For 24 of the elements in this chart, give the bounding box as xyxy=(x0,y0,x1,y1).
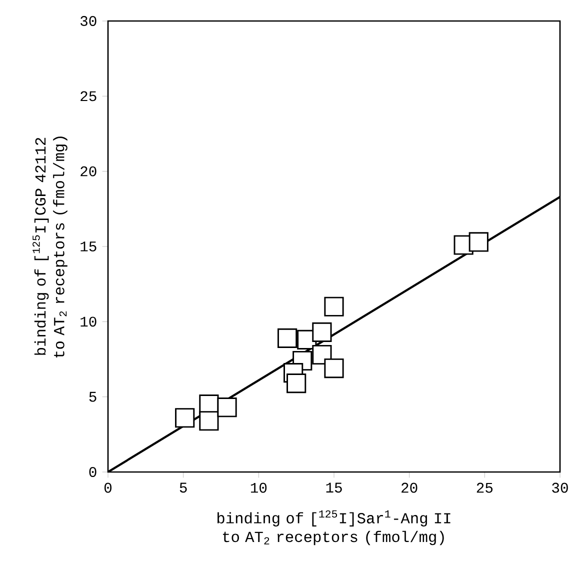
x-tick-label: 25 xyxy=(476,482,492,493)
point xyxy=(277,328,297,348)
x-tick-label: 10 xyxy=(250,482,266,493)
text: binding of [$^{125}$I]Sar$^{1}$-Ang II to AT$_{2}$ receptors (fmol/mg) xyxy=(217,510,450,546)
point xyxy=(174,408,195,428)
x-tick-label: 0 xyxy=(104,482,112,493)
y-tick-label: 25 xyxy=(80,91,96,102)
point xyxy=(324,358,344,378)
x-tick-label: 20 xyxy=(401,482,418,493)
x-tick-label: 15 xyxy=(326,482,342,493)
y-tick-label: 10 xyxy=(80,316,96,327)
y-tick-label: 15 xyxy=(80,242,96,252)
y-tick-label: 0 xyxy=(89,467,96,477)
point xyxy=(324,296,344,316)
y-tick-label: 5 xyxy=(89,392,96,402)
x-tick-label: 5 xyxy=(180,482,187,493)
y-tick-label: 20 xyxy=(80,166,96,176)
point xyxy=(286,373,306,394)
x-tick-label: 30 xyxy=(552,482,568,493)
point xyxy=(312,322,332,342)
point xyxy=(217,398,237,418)
point xyxy=(199,411,219,431)
y-tick-label: 30 xyxy=(80,16,96,26)
point xyxy=(468,232,488,252)
